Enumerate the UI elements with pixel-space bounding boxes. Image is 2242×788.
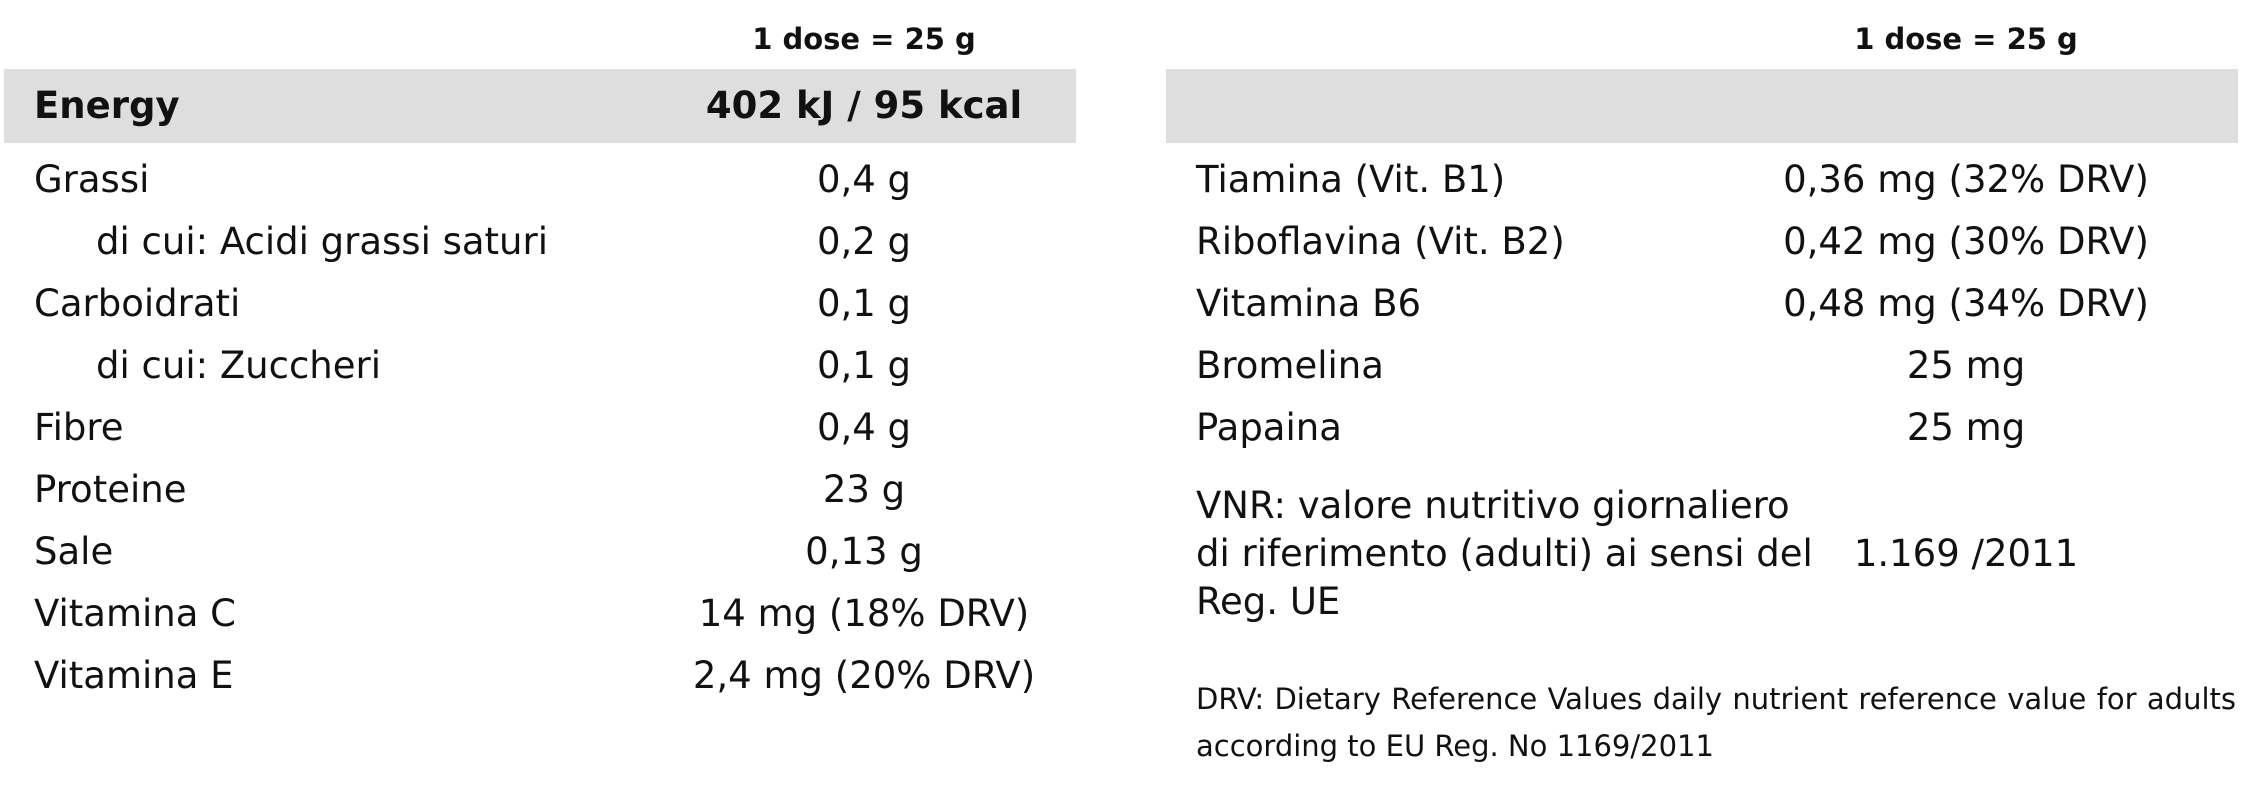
vnr-row: VNR: valore nutritivo giornaliero di rif…: [1166, 478, 2238, 628]
nutrient-row-zuccheri: di cui: Zuccheri 0,1 g: [4, 335, 1076, 397]
nutrient-label: Riboflavina (Vit. B2): [1196, 220, 1565, 263]
nutrient-row-vitamina-b6: Vitamina B6 0,48 mg (34% DRV): [1166, 273, 2238, 335]
nutrient-value: 14 mg (18% DRV): [698, 592, 1030, 635]
nutrient-list: Grassi 0,4 g di cui: Acidi grassi saturi…: [4, 149, 1076, 707]
dose-header: 1 dose = 25 g: [1854, 22, 2078, 56]
nutrient-row-fibre: Fibre 0,4 g: [4, 397, 1076, 459]
nutrient-value: 0,48 mg (34% DRV): [1783, 282, 2149, 325]
nutrient-row-vitamina-e: Vitamina E 2,4 mg (20% DRV): [4, 645, 1076, 707]
nutrient-label: Vitamina E: [34, 654, 234, 697]
nutrient-value: 0,4 g: [816, 406, 912, 449]
nutrient-label: Proteine: [34, 468, 187, 511]
energy-value: 402 kJ / 95 kcal: [705, 84, 1023, 127]
nutrient-label: di cui: Zuccheri: [96, 344, 382, 387]
nutrient-value: 0,4 g: [816, 158, 912, 201]
nutrient-label: Papaina: [1196, 406, 1342, 449]
nutrient-row-proteine: Proteine 23 g: [4, 459, 1076, 521]
vnr-label: VNR: valore nutritivo giornaliero di rif…: [1196, 484, 1813, 623]
nutrient-label: Sale: [34, 530, 114, 573]
nutrient-row-riboflavina: Riboflavina (Vit. B2) 0,42 mg (30% DRV): [1166, 211, 2238, 273]
nutrient-label: Fibre: [34, 406, 124, 449]
dose-header: 1 dose = 25 g: [752, 22, 976, 56]
energy-row: Energy 402 kJ / 95 kcal: [4, 69, 1076, 143]
nutrient-value: 2,4 mg (20% DRV): [692, 654, 1036, 697]
nutrient-value: 0,42 mg (30% DRV): [1783, 220, 2149, 263]
nutrient-value: 23 g: [822, 468, 906, 511]
nutrient-row-tiamina: Tiamina (Vit. B1) 0,36 mg (32% DRV): [1166, 149, 2238, 211]
nutrient-row-sale: Sale 0,13 g: [4, 521, 1076, 583]
nutrient-row-bromelina: Bromelina 25 mg: [1166, 335, 2238, 397]
nutrient-row-vitamina-c: Vitamina C 14 mg (18% DRV): [4, 583, 1076, 645]
vnr-value: 1.169 /2011: [1853, 532, 2079, 575]
nutrient-value: 0,36 mg (32% DRV): [1783, 158, 2149, 201]
nutrient-value: 0,2 g: [816, 220, 912, 263]
nutrient-list: Tiamina (Vit. B1) 0,36 mg (32% DRV) Ribo…: [1166, 149, 2238, 459]
nutrient-value: 0,13 g: [805, 530, 923, 573]
header-band: [1166, 69, 2238, 143]
nutrient-row-grassi: Grassi 0,4 g: [4, 149, 1076, 211]
nutrient-label: Grassi: [34, 158, 150, 201]
nutrient-row-papaina: Papaina 25 mg: [1166, 397, 2238, 459]
nutrient-value: 0,1 g: [816, 344, 912, 387]
energy-label: Energy: [34, 84, 180, 127]
nutrient-label: Tiamina (Vit. B1): [1196, 158, 1506, 201]
nutrient-value: 0,1 g: [816, 282, 912, 325]
nutrient-row-carboidrati: Carboidrati 0,1 g: [4, 273, 1076, 335]
nutrient-label: di cui: Acidi grassi saturi: [96, 220, 549, 263]
nutrient-label: Carboidrati: [34, 282, 241, 325]
nutrient-value: 25 mg: [1906, 406, 2026, 449]
nutrient-label: Bromelina: [1196, 344, 1384, 387]
nutrient-label: Vitamina C: [34, 592, 237, 635]
nutrient-row-acidi-grassi-saturi: di cui: Acidi grassi saturi 0,2 g: [4, 211, 1076, 273]
drv-footnote: DRV: Dietary Reference Values daily nutr…: [1196, 682, 2236, 763]
nutrient-value: 25 mg: [1906, 344, 2026, 387]
nutrient-label: Vitamina B6: [1196, 282, 1422, 325]
